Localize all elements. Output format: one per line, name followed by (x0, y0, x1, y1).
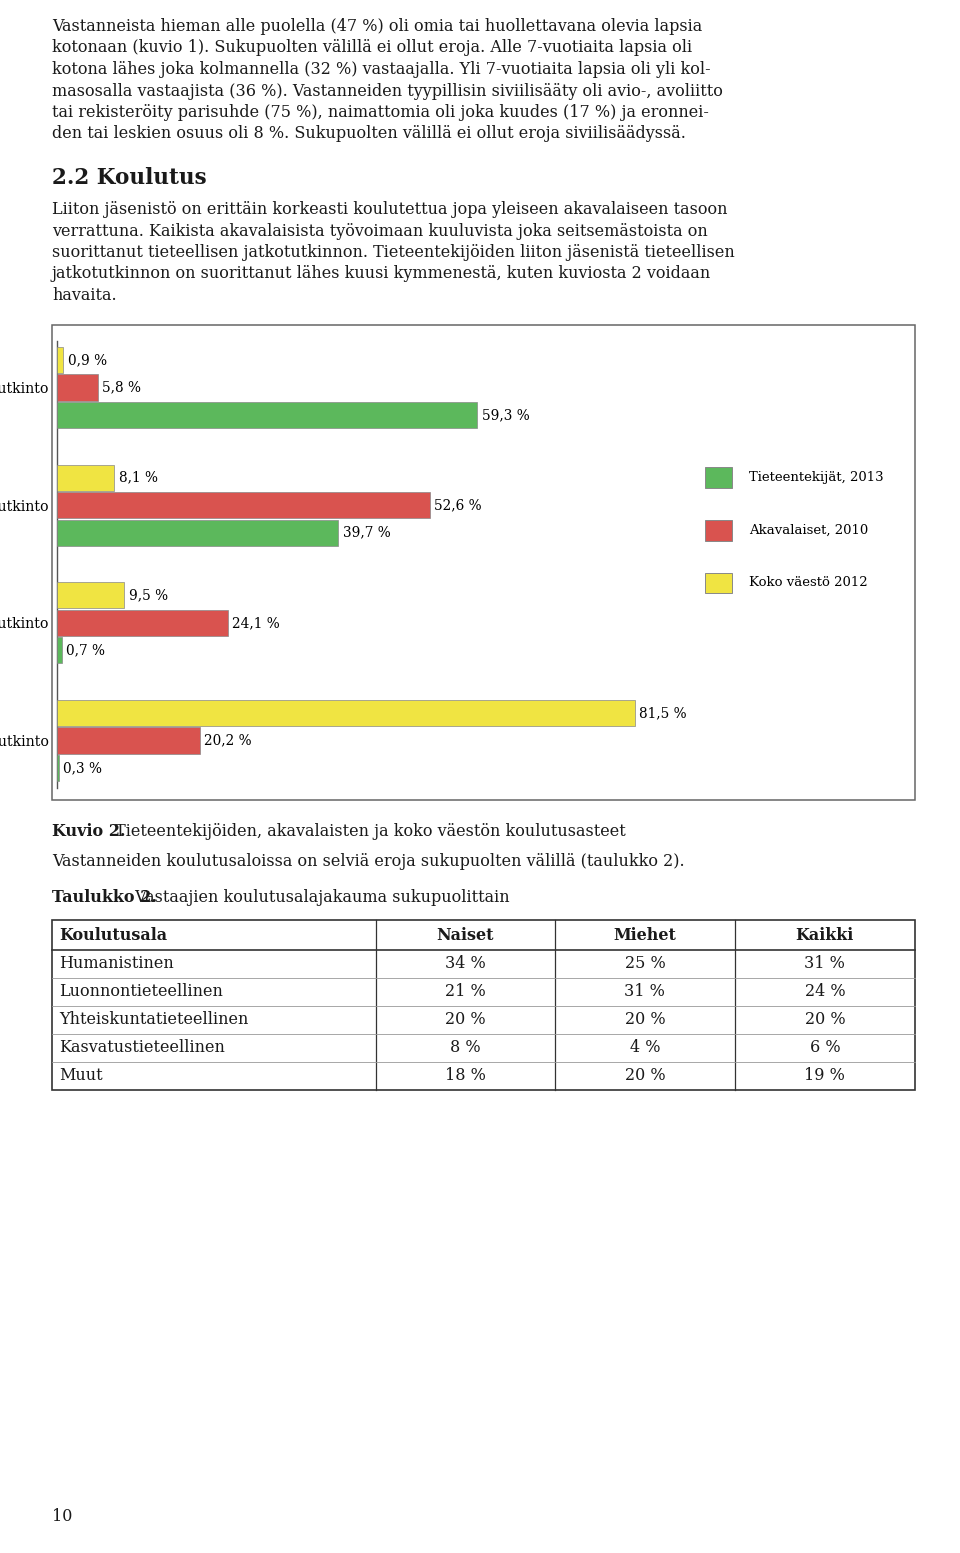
Text: verrattuna. Kaikista akavalaisista työvoimaan kuuluvista joka seitsemästoista on: verrattuna. Kaikista akavalaisista työvo… (52, 222, 708, 239)
Text: Naiset: Naiset (437, 927, 494, 944)
Text: 0,9 %: 0,9 % (67, 353, 107, 367)
Bar (52, 325, 915, 800)
Text: 5,8 %: 5,8 % (103, 380, 141, 394)
Bar (57, 727, 201, 753)
Text: Vastanneista hieman alle puolella (47 %) oli omia tai huollettavana olevia lapsi: Vastanneista hieman alle puolella (47 %)… (52, 19, 703, 36)
Bar (57, 374, 98, 401)
Bar (57, 700, 635, 727)
Text: 24,1 %: 24,1 % (232, 617, 280, 631)
Text: 31 %: 31 % (624, 983, 665, 1000)
Text: Kuvio 2.: Kuvio 2. (52, 823, 126, 840)
Text: Akavalaiset, 2010: Akavalaiset, 2010 (749, 523, 869, 537)
Text: Koko väestö 2012: Koko väestö 2012 (749, 576, 868, 590)
Text: 34 %: 34 % (445, 955, 486, 972)
Text: 52,6 %: 52,6 % (434, 499, 482, 512)
Text: Koulutusala: Koulutusala (59, 927, 167, 944)
Text: 20,2 %: 20,2 % (204, 733, 252, 747)
Text: jatkotutkinnon on suorittanut lähes kuusi kymmenestä, kuten kuviosta 2 voidaan: jatkotutkinnon on suorittanut lähes kuus… (52, 266, 711, 283)
Bar (57, 464, 114, 491)
Bar (57, 582, 125, 609)
Text: 9,5 %: 9,5 % (129, 589, 168, 603)
Text: Miehet: Miehet (613, 927, 676, 944)
Bar (57, 520, 339, 545)
Text: 19 %: 19 % (804, 1067, 845, 1084)
Text: den tai leskien osuus oli 8 %. Sukupuolten välillä ei ollut eroja siviilisäädyss: den tai leskien osuus oli 8 %. Sukupuolt… (52, 126, 685, 143)
Text: Vastaajien koulutusalajakauma sukupuolittain: Vastaajien koulutusalajakauma sukupuolit… (130, 888, 510, 905)
Text: 20 %: 20 % (445, 1011, 486, 1028)
Text: 0,7 %: 0,7 % (66, 643, 106, 657)
Text: 2.2 Koulutus: 2.2 Koulutus (52, 168, 206, 189)
Text: Liiton jäsenistö on erittäin korkeasti koulutettua jopa yleiseen akavalaiseen ta: Liiton jäsenistö on erittäin korkeasti k… (52, 200, 728, 217)
Bar (57, 610, 228, 635)
Text: Taulukko 2.: Taulukko 2. (52, 888, 156, 905)
Bar (57, 346, 63, 373)
Text: Luonnontieteellinen: Luonnontieteellinen (59, 983, 223, 1000)
Bar (52, 919, 915, 1090)
Text: 8 %: 8 % (450, 1039, 481, 1056)
Bar (57, 755, 60, 781)
Bar (57, 492, 430, 519)
Text: masosalla vastaajista (36 %). Vastanneiden tyypillisin siviilisääty oli avio-, a: masosalla vastaajista (36 %). Vastanneid… (52, 82, 723, 99)
Text: 39,7 %: 39,7 % (343, 525, 391, 539)
Text: 6 %: 6 % (809, 1039, 840, 1056)
Text: 20 %: 20 % (625, 1067, 665, 1084)
Text: 20 %: 20 % (804, 1011, 845, 1028)
Bar (57, 402, 477, 429)
Text: 81,5 %: 81,5 % (639, 707, 686, 721)
Text: 10: 10 (52, 1508, 72, 1525)
Text: 0,3 %: 0,3 % (63, 761, 103, 775)
Bar (57, 637, 62, 663)
Text: 8,1 %: 8,1 % (119, 471, 157, 485)
Text: 31 %: 31 % (804, 955, 845, 972)
Text: 24 %: 24 % (804, 983, 845, 1000)
Text: tai rekisteröity parisuhde (75 %), naimattomia oli joka kuudes (17 %) ja eronnei: tai rekisteröity parisuhde (75 %), naima… (52, 104, 708, 121)
Text: 18 %: 18 % (444, 1067, 486, 1084)
Bar (705, 573, 732, 593)
Text: Kaikki: Kaikki (796, 927, 854, 944)
Text: Vastanneiden koulutusaloissa on selviä eroja sukupuolten välillä (taulukko 2).: Vastanneiden koulutusaloissa on selviä e… (52, 853, 684, 870)
Bar (705, 520, 732, 540)
Text: 25 %: 25 % (625, 955, 665, 972)
Text: Humanistinen: Humanistinen (59, 955, 174, 972)
Bar (705, 467, 732, 488)
Text: Tieteentekijöiden, akavalaisten ja koko väestön koulutusasteet: Tieteentekijöiden, akavalaisten ja koko … (110, 823, 626, 840)
Text: suorittanut tieteellisen jatkotutkinnon. Tieteentekijöiden liiton jäsenistä tiet: suorittanut tieteellisen jatkotutkinnon.… (52, 244, 734, 261)
Text: havaita.: havaita. (52, 287, 116, 304)
Text: Tieteentekijät, 2013: Tieteentekijät, 2013 (749, 471, 884, 485)
Text: kotonaan (kuvio 1). Sukupuolten välillä ei ollut eroja. Alle 7-vuotiaita lapsia : kotonaan (kuvio 1). Sukupuolten välillä … (52, 39, 692, 56)
Text: 20 %: 20 % (625, 1011, 665, 1028)
Text: 59,3 %: 59,3 % (482, 408, 529, 422)
Text: 21 %: 21 % (445, 983, 486, 1000)
Text: Kasvatustieteellinen: Kasvatustieteellinen (59, 1039, 225, 1056)
Text: Muut: Muut (59, 1067, 103, 1084)
Text: Yhteiskuntatieteellinen: Yhteiskuntatieteellinen (59, 1011, 249, 1028)
Text: kotona lähes joka kolmannella (32 %) vastaajalla. Yli 7-vuotiaita lapsia oli yli: kotona lähes joka kolmannella (32 %) vas… (52, 61, 710, 78)
Text: 4 %: 4 % (630, 1039, 660, 1056)
